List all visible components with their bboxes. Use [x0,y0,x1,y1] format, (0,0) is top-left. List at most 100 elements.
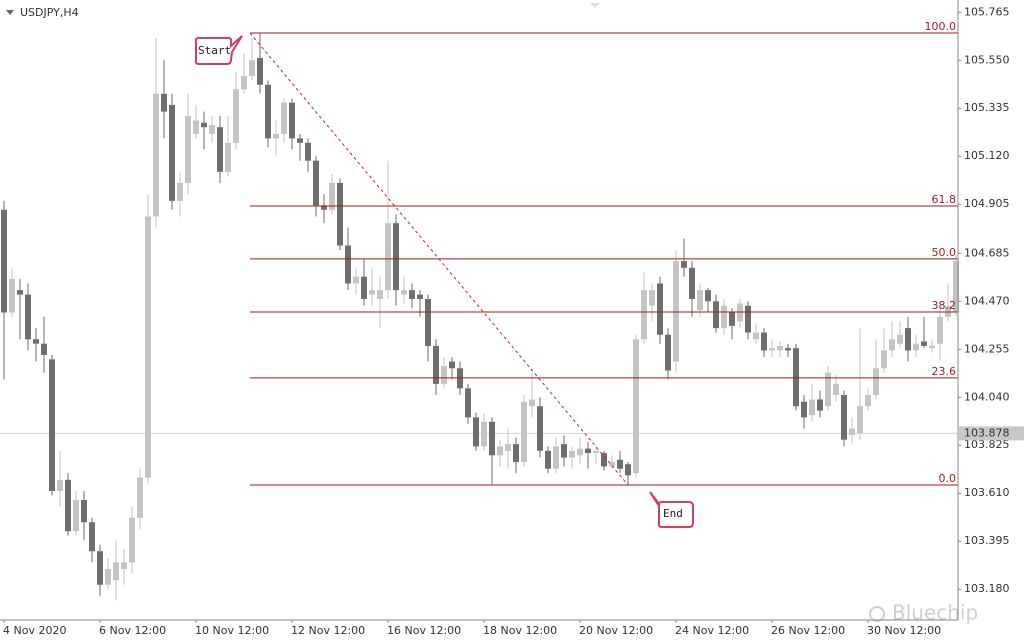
candle-body [897,334,903,344]
candle-body [1,209,7,313]
x-tick-label: 18 Nov 12:00 [483,624,557,637]
candle-body [241,75,247,90]
candle-body [545,450,551,469]
y-tick-label: 103.825 [964,438,1010,451]
fib-level-label: 100.0 [925,20,957,33]
candle-body [113,562,119,581]
y-tick-label: 104.905 [964,197,1010,210]
candle-body [209,124,215,134]
y-tick-label: 105.335 [964,101,1010,114]
candle-body [121,562,127,570]
start-callout: Start [194,35,243,65]
candle-body [657,283,663,335]
candle-body [497,446,503,456]
candle-body [913,343,919,351]
candle-body [921,341,927,346]
candle-body [185,116,191,184]
candle-body [625,464,631,476]
candle-body [257,58,263,85]
candle-body [425,299,431,346]
candle-body [281,102,287,134]
fib-level-label: 38.2 [932,299,957,312]
callout-shape [649,491,694,528]
candle-body [593,450,599,454]
candle-body [393,223,399,291]
candle-body [649,290,655,306]
candle-body [105,569,111,585]
menu-icon [6,10,14,15]
candle-body [73,499,79,532]
candle-body [809,399,815,416]
candle-body [233,89,239,143]
candle-body [769,348,775,351]
candle-body [377,290,383,300]
candle-body [529,399,535,407]
candle-body [153,93,159,217]
candle-body [721,305,727,329]
y-tick-label: 104.470 [964,294,1010,307]
candle-body [289,102,295,139]
candle-body [681,261,687,268]
x-tick-label: 10 Nov 12:00 [195,624,269,637]
candle-body [785,348,791,351]
candle-body [937,316,943,344]
candle-body [9,278,15,313]
candle-body [161,93,167,112]
watermark-icon [869,606,885,622]
candle-body [225,142,231,172]
x-tick-label: 26 Nov 12:00 [771,624,845,637]
candle-body [697,290,703,311]
candle-body [25,294,31,340]
candle-body [313,160,319,206]
candle-body [201,122,207,128]
candle-body [321,205,327,210]
candle-body [297,138,303,143]
candle-body [537,406,543,451]
candle-body [273,133,279,139]
candle-body [673,261,679,362]
fib-trend-line [249,32,629,486]
candle-body [89,522,95,552]
y-tick-label: 105.765 [964,5,1010,18]
candle-body [553,446,559,469]
candle-body [217,127,223,172]
start-label: Start [198,44,231,57]
candle-body [193,120,199,134]
candle-body [745,305,751,333]
plot-area [0,32,959,601]
candle-body [633,339,639,474]
candle-body [129,517,135,563]
candle-body [489,421,495,456]
shift-marker [590,3,600,8]
x-tick-label: 12 Nov 12:00 [291,624,365,637]
candle-body [65,479,71,532]
candle-body [481,421,487,447]
symbol-title: USDJPY,H4 [20,6,79,19]
candle-body [561,444,567,458]
candle-body [857,406,863,433]
candle-body [729,312,735,326]
candle-body [801,401,807,418]
y-tick-label: 104.040 [964,390,1010,403]
candle-body [57,479,63,492]
candle-body [873,368,879,396]
candle-body [17,290,23,295]
x-tick-label: 16 Nov 12:00 [387,624,461,637]
candle-body [33,339,39,344]
y-tick-label: 103.610 [964,486,1010,499]
candle-body [577,448,583,456]
candle-body [817,399,823,411]
candle-body [137,477,143,518]
candle-body [505,444,511,451]
candle-body [409,290,415,300]
callout-shape [194,35,243,65]
candle-body [617,459,623,469]
candle-body [417,294,423,300]
y-tick-label: 105.120 [964,149,1010,162]
fib-level-label: 61.8 [932,193,957,206]
candle-body [473,417,479,447]
candle-body [865,395,871,407]
fib-level-label: 23.6 [932,365,957,378]
candle-body [945,305,951,317]
candle-body [601,453,607,467]
